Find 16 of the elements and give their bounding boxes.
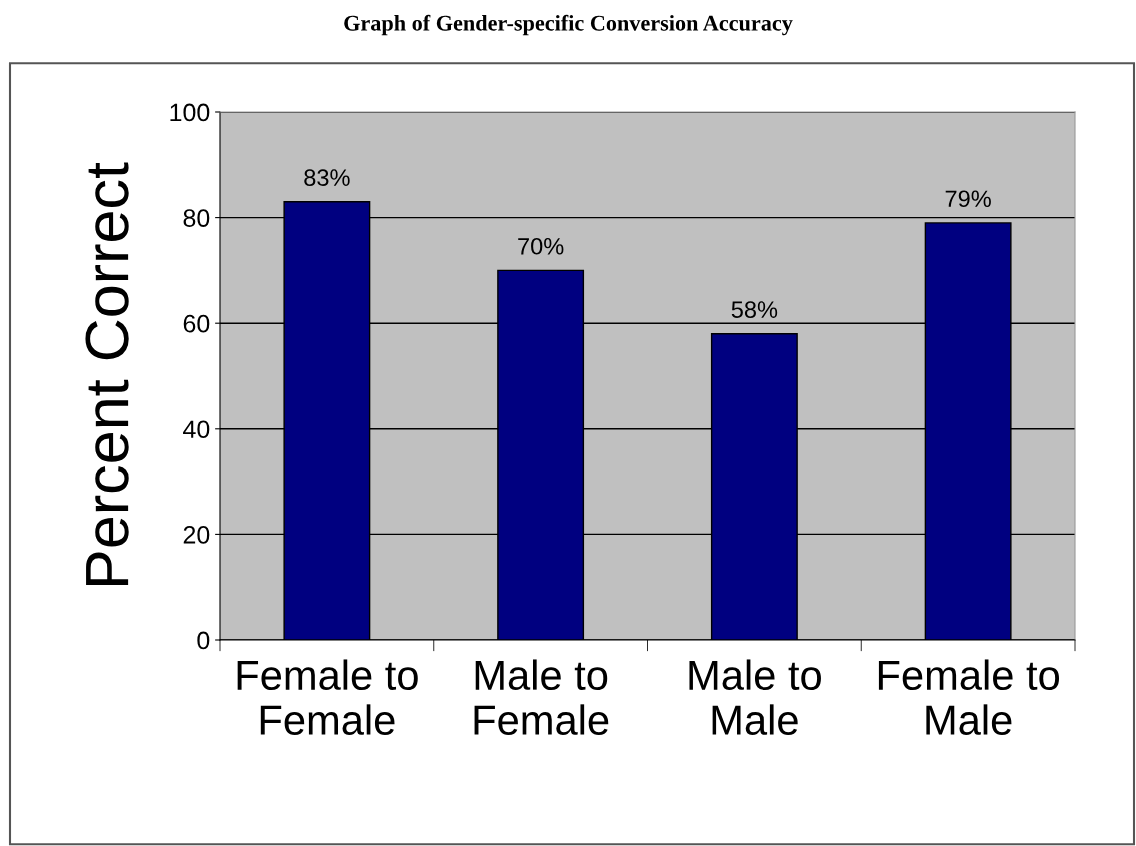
y-tick-label: 40 bbox=[183, 420, 210, 439]
x-tick-label: Male to Female bbox=[474, 659, 609, 735]
y-tick-label: 100 bbox=[170, 103, 210, 122]
x-tick-label: Female to Male bbox=[878, 659, 1060, 735]
data-label: 83% bbox=[304, 169, 350, 186]
y-tick-label: 80 bbox=[183, 209, 210, 227]
chart-title: Graph of Gender-specific Conversion Accuracy bbox=[344, 14, 793, 36]
y-tick-label: 0 bbox=[197, 631, 210, 650]
data-label: 79% bbox=[945, 190, 991, 208]
y-tick-label: 60 bbox=[183, 314, 210, 333]
x-tick-label: Female to Female bbox=[237, 659, 418, 735]
y-axis-title: Percent Correct bbox=[85, 162, 129, 585]
data-label: 58% bbox=[731, 301, 778, 318]
data-label: 70% bbox=[518, 237, 564, 255]
x-tick-label: Male to Male bbox=[689, 659, 821, 735]
y-tick-label: 20 bbox=[183, 526, 210, 544]
